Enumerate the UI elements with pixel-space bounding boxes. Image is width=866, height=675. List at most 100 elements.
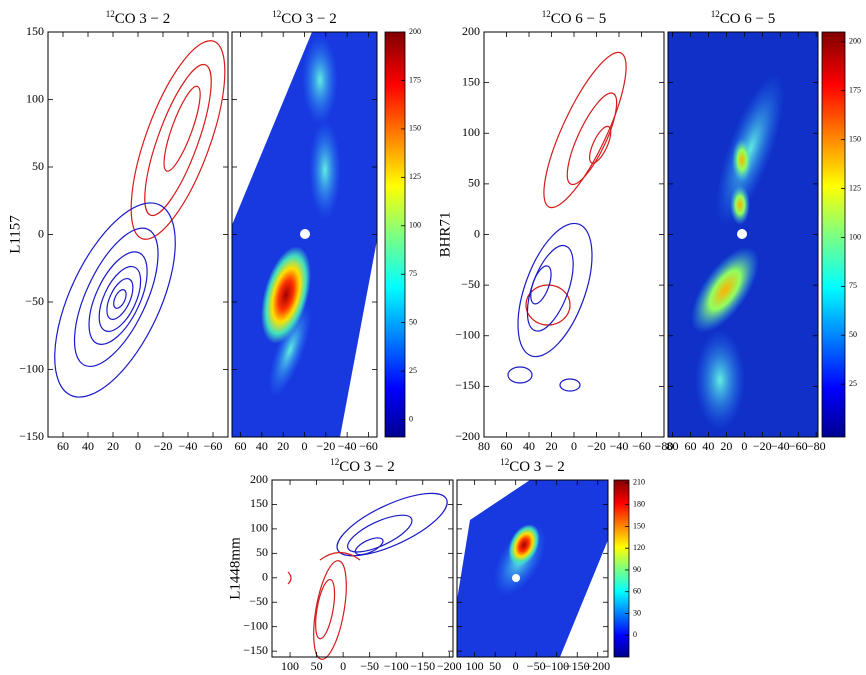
colorbar-tick-label: 90 — [633, 565, 641, 574]
title-superscript: 12 — [542, 9, 551, 19]
x-tick-label: 0 — [513, 659, 519, 673]
plot-frame — [47, 31, 229, 438]
x-tick-label: −40 — [610, 439, 629, 453]
colorbar-tick-label: 25 — [409, 366, 417, 375]
title-text: CO 3 − 2 — [339, 459, 395, 475]
y-axis-label: BHR71 — [437, 212, 453, 258]
x-tick-label: −150 — [410, 659, 435, 673]
plot-frame — [456, 479, 609, 658]
x-tick-label: −40 — [338, 439, 357, 453]
title-text: CO 6 − 5 — [551, 11, 607, 27]
x-tick-label: −20 — [753, 439, 772, 453]
contours — [54, 40, 627, 660]
intensity-image — [232, 32, 377, 437]
panel-title: 12CO 6 − 5 — [711, 9, 776, 27]
x-tick-label: −20 — [316, 439, 335, 453]
y-tick-label: −50 — [249, 594, 268, 608]
y-tick-label: −150 — [19, 429, 44, 443]
colorbar-tick-label: 200 — [849, 37, 861, 46]
colorbar-tick-label: 150 — [849, 134, 861, 143]
x-tick-label: 20 — [546, 439, 558, 453]
title-text: CO 3 − 2 — [115, 11, 171, 27]
x-tick-label: 100 — [281, 659, 299, 673]
panel-title: 12CO 3 − 2 — [106, 9, 171, 27]
panel-title: 12CO 3 − 2 — [330, 457, 395, 475]
x-tick-label: −60 — [632, 439, 651, 453]
x-tick-label: −150 — [565, 659, 590, 673]
x-tick-label: 100 — [466, 659, 484, 673]
y-tick-label: −50 — [25, 294, 44, 308]
title-text: CO 6 − 5 — [720, 11, 776, 27]
x-tick-label: 20 — [107, 439, 119, 453]
y-tick-label: 100 — [26, 91, 44, 105]
y-tick-label: 200 — [462, 24, 480, 38]
y-tick-label: −100 — [455, 328, 480, 342]
x-tick-label: −40 — [771, 439, 790, 453]
x-tick-label: 40 — [523, 439, 535, 453]
colorbar-tick-label: 75 — [849, 281, 857, 290]
colorbar-tick-label: 175 — [409, 75, 421, 84]
x-tick-label: −60 — [359, 439, 378, 453]
title-text: CO 3 − 2 — [281, 11, 337, 27]
y-tick-label: −50 — [461, 277, 480, 291]
title-superscript: 12 — [106, 9, 115, 19]
x-tick-label: 80 — [666, 439, 678, 453]
plot-frame — [271, 479, 454, 658]
colorbar-tick-label: 50 — [849, 330, 857, 339]
panel-title: 12CO 3 − 2 — [272, 9, 337, 27]
x-tick-label: −80 — [807, 439, 826, 453]
x-tick-label: 20 — [720, 439, 732, 453]
colorbar-tick-label: 30 — [633, 608, 641, 617]
x-tick-label: −60 — [204, 439, 223, 453]
title-superscript: 12 — [500, 457, 509, 467]
x-tick-label: 0 — [340, 659, 346, 673]
colorbar-tick-label: 210 — [633, 478, 645, 487]
intensity-image — [457, 480, 608, 657]
x-tick-label: −20 — [587, 439, 606, 453]
x-tick-label: 60 — [235, 439, 247, 453]
y-tick-label: −100 — [19, 361, 44, 375]
y-tick-label: −100 — [243, 618, 268, 632]
y-tick-label: 100 — [462, 125, 480, 139]
colorbar-tick-label: 150 — [633, 521, 645, 530]
colorbar-tick-label: 120 — [633, 543, 645, 552]
x-tick-label: 0 — [135, 439, 141, 453]
x-tick-label: 0 — [302, 439, 308, 453]
colorbar-tick-label: 125 — [849, 183, 861, 192]
x-tick-label: −50 — [527, 659, 546, 673]
y-tick-label: 150 — [26, 24, 44, 38]
x-tick-label: 40 — [82, 439, 94, 453]
x-tick-label: 40 — [702, 439, 714, 453]
x-tick-label: −100 — [384, 659, 409, 673]
colorbar — [384, 31, 406, 438]
x-tick-label: 60 — [684, 439, 696, 453]
y-tick-label: 50 — [32, 159, 44, 173]
colorbar-tick-label: 150 — [409, 124, 421, 133]
x-tick-label: 60 — [501, 439, 513, 453]
x-tick-label: 80 — [478, 439, 490, 453]
y-tick-label: 200 — [250, 472, 268, 486]
colorbar-tick-label: 75 — [409, 269, 417, 278]
x-tick-label: 60 — [57, 439, 69, 453]
panel-title: 12CO 6 − 5 — [542, 9, 607, 27]
x-tick-label: 50 — [489, 659, 501, 673]
y-tick-label: 150 — [462, 74, 480, 88]
colorbar-tick-label: 125 — [409, 172, 421, 181]
colorbar-tick-label: 100 — [409, 221, 421, 230]
colorbar-tick-label: 200 — [409, 27, 421, 36]
x-tick-label: −100 — [544, 659, 569, 673]
y-tick-label: 0 — [38, 226, 44, 240]
y-tick-label: 0 — [262, 570, 268, 584]
y-tick-label: −150 — [243, 643, 268, 657]
y-tick-label: 50 — [256, 545, 268, 559]
x-tick-label: −20 — [154, 439, 173, 453]
colorbar-tick-label: 50 — [409, 317, 417, 326]
colorbar-tick-label: 60 — [633, 587, 641, 596]
panel-title: 12CO 3 − 2 — [500, 457, 565, 475]
y-tick-label: 0 — [474, 226, 480, 240]
colorbar-tick-label: 175 — [849, 86, 861, 95]
colorbar-tick-label: 0 — [633, 630, 637, 639]
y-tick-label: −150 — [455, 378, 480, 392]
colorbar-tick-label: 25 — [849, 379, 857, 388]
colorbar — [613, 479, 630, 658]
